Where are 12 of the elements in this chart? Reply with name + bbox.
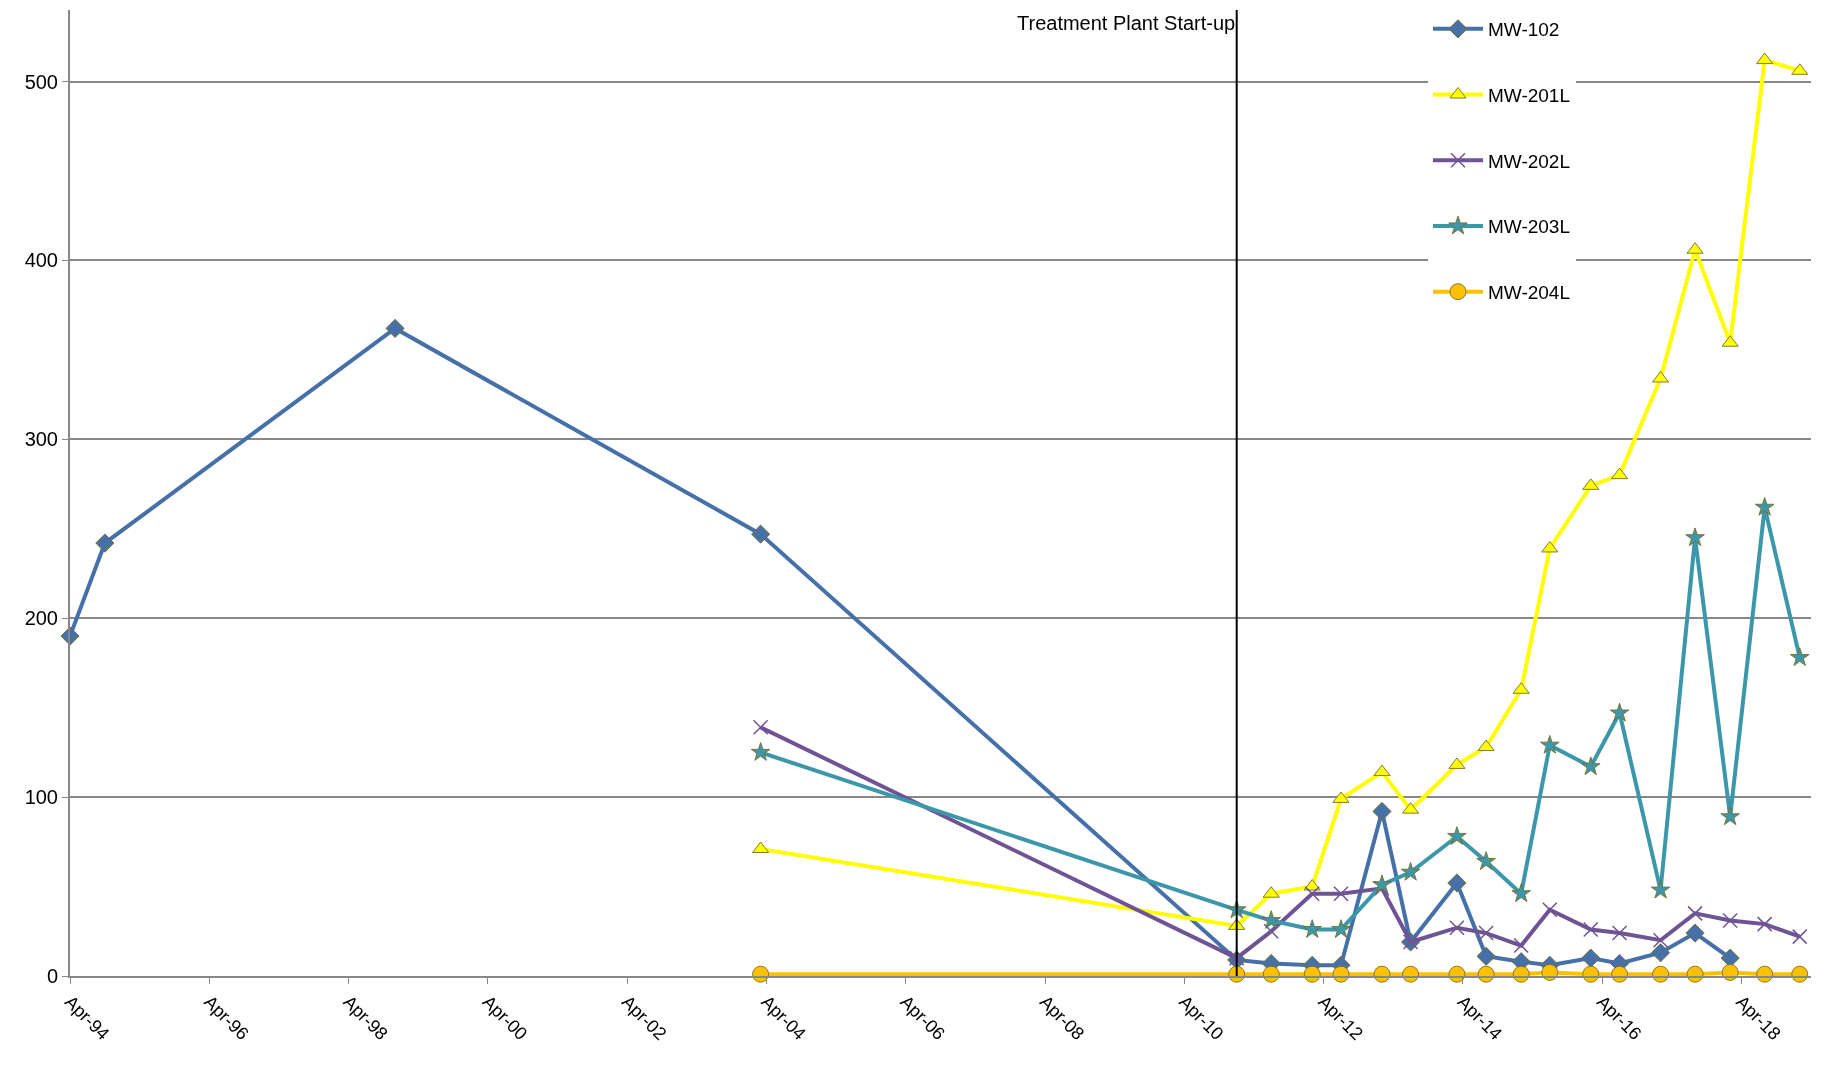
legend-label: MW-201L [1487, 84, 1570, 106]
y-tick-label: 300 [24, 428, 58, 451]
legend-label: MW-204L [1487, 282, 1570, 304]
y-tick-label: 200 [24, 607, 58, 630]
y-tick-label: 500 [24, 70, 58, 93]
y-tick-label: 100 [24, 786, 58, 809]
legend-label: MW-202L [1487, 150, 1570, 172]
ref-line-label: Treatment Plant Start-up [1017, 12, 1236, 34]
y-tick-label: 400 [24, 249, 58, 272]
y-tick-label: 0 [46, 965, 58, 987]
legend-label: MW-102 [1487, 19, 1560, 41]
legend-label: MW-203L [1487, 216, 1570, 238]
